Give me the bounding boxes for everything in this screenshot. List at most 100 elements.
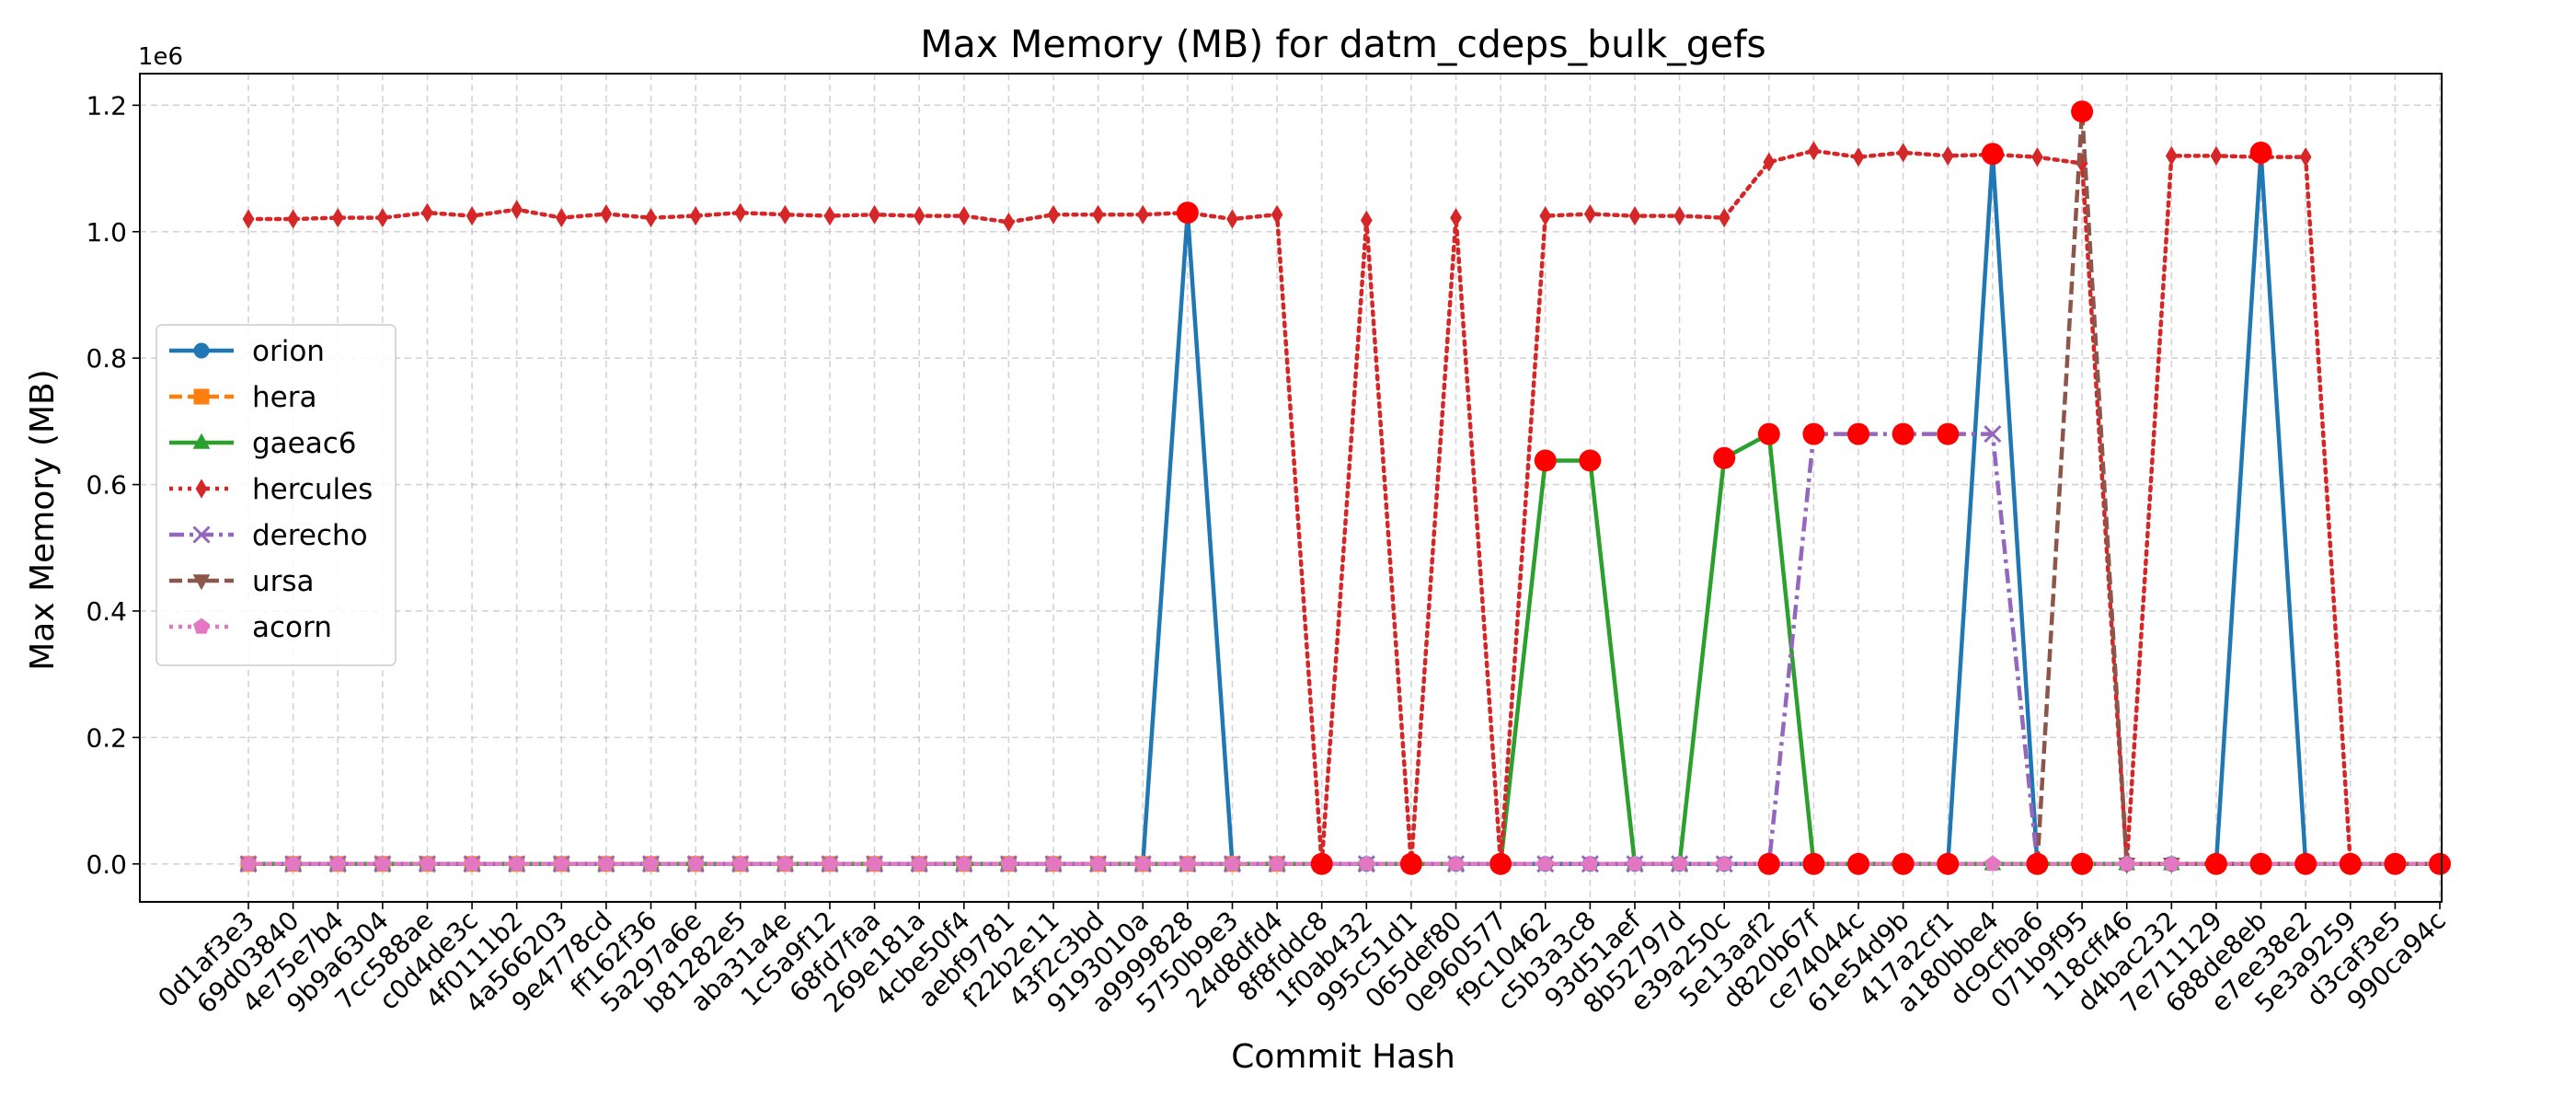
highlight-point [1937,422,1960,445]
data-point-marker [240,855,257,871]
data-point-marker [1539,205,1552,226]
data-point-marker [284,855,302,871]
data-point-marker [1089,855,1107,871]
data-point-marker [1581,855,1599,871]
legend: orion hera gaeac6 hercules derecho ursa acorn [155,324,397,666]
series-gaeac6 [239,424,2449,871]
y-tick-label: 0.2 [86,722,127,753]
y-tick-label: 1.2 [86,90,127,121]
data-point-marker [192,525,211,544]
series-layer [239,105,2449,874]
data-point-marker [1092,204,1105,225]
y-tick-label: 0.0 [86,849,127,880]
highlight-point [1489,852,1512,875]
highlight-point [1713,446,1736,469]
data-point-marker [193,617,210,634]
y-tick-label: 0.8 [86,343,127,374]
highlight-point [1534,449,1557,472]
plot-frame [139,73,2443,903]
data-point-marker [2165,145,2178,166]
highlight-point [2204,852,2227,875]
data-point-marker [555,208,568,228]
data-point-marker [1003,212,1015,233]
data-point-marker [2299,147,2312,167]
x-marker-stroke [1984,425,2002,444]
data-point-marker [1134,855,1152,871]
highlight-point [1757,852,1780,875]
data-point-marker [868,204,880,225]
data-point-marker [1136,204,1149,225]
legend-label-derecho: derecho [252,519,368,552]
highlight-point [1847,422,1870,445]
data-point-marker [1984,425,2002,444]
data-point-marker [329,855,347,871]
y-tick-label: 0.6 [86,470,127,501]
data-point-marker [1179,855,1196,871]
series-hercules [242,141,2357,874]
data-point-marker [193,342,210,359]
legend-item-hera: hera [169,381,316,414]
legend-item-hercules: hercules [169,473,373,506]
data-point-marker [734,202,747,223]
highlight-point [2071,852,2094,875]
data-point-marker [1627,855,1643,871]
data-point-marker [1269,855,1285,871]
series-acorn [240,855,2448,871]
data-point-marker [1673,205,1685,226]
data-point-marker [2031,147,2043,167]
data-point-marker [421,202,433,223]
highlight-layer [1176,100,2451,875]
data-point-marker [1941,145,1954,166]
data-point-marker [1718,208,1731,228]
highlight-point [1802,852,1825,875]
highlight-point [1937,852,1960,875]
data-point-marker [776,855,794,871]
highlight-point [2071,100,2094,123]
data-point-marker [1671,855,1688,871]
data-point-marker [778,204,791,225]
y-tick-label: 1.0 [86,217,127,248]
data-point-marker [1536,855,1554,871]
data-point-marker [1447,855,1465,871]
data-point-marker [374,855,391,871]
data-point-marker [511,200,523,220]
data-point-marker [1716,855,1733,871]
data-point-marker [464,855,480,871]
data-point-marker [645,208,657,228]
data-point-marker [866,855,883,871]
data-point-marker [1226,209,1238,229]
legend-item-acorn: acorn [169,611,332,644]
highlight-point [1981,143,2004,166]
data-point-marker [242,209,255,229]
data-point-marker [466,205,478,226]
chart-title: Max Memory (MB) for datm_cdeps_bulk_gefs [920,22,1766,66]
data-point-marker [2210,145,2223,166]
data-point-marker [598,855,615,871]
data-point-marker [1358,855,1375,871]
highlight-point [2429,852,2451,875]
data-point-marker [955,855,972,871]
x-marker-stroke [192,525,211,544]
data-point-marker [193,388,210,405]
data-point-marker [419,855,436,871]
data-point-marker [1224,855,1241,871]
data-point-marker [1628,205,1641,226]
data-point-marker [1897,143,1910,163]
legend-label-gaeac6: gaeac6 [252,427,357,460]
grid-layer [140,74,2442,902]
highlight-point [2249,852,2272,875]
data-point-marker [192,574,211,591]
legend-item-derecho: derecho [169,519,368,552]
y-offset-label: 1e6 [138,43,183,71]
highlight-point [2026,852,2049,875]
data-point-marker [508,855,525,871]
highlight-point [2339,852,2362,875]
data-point-marker [553,855,570,871]
y-axis-label: Max Memory (MB) [24,369,62,671]
data-point-marker [376,208,389,228]
highlight-point [2384,852,2407,875]
data-point-marker [2163,855,2180,871]
data-point-marker [1763,152,1776,172]
data-point-marker [642,855,660,871]
legend-label-orion: orion [252,335,325,368]
